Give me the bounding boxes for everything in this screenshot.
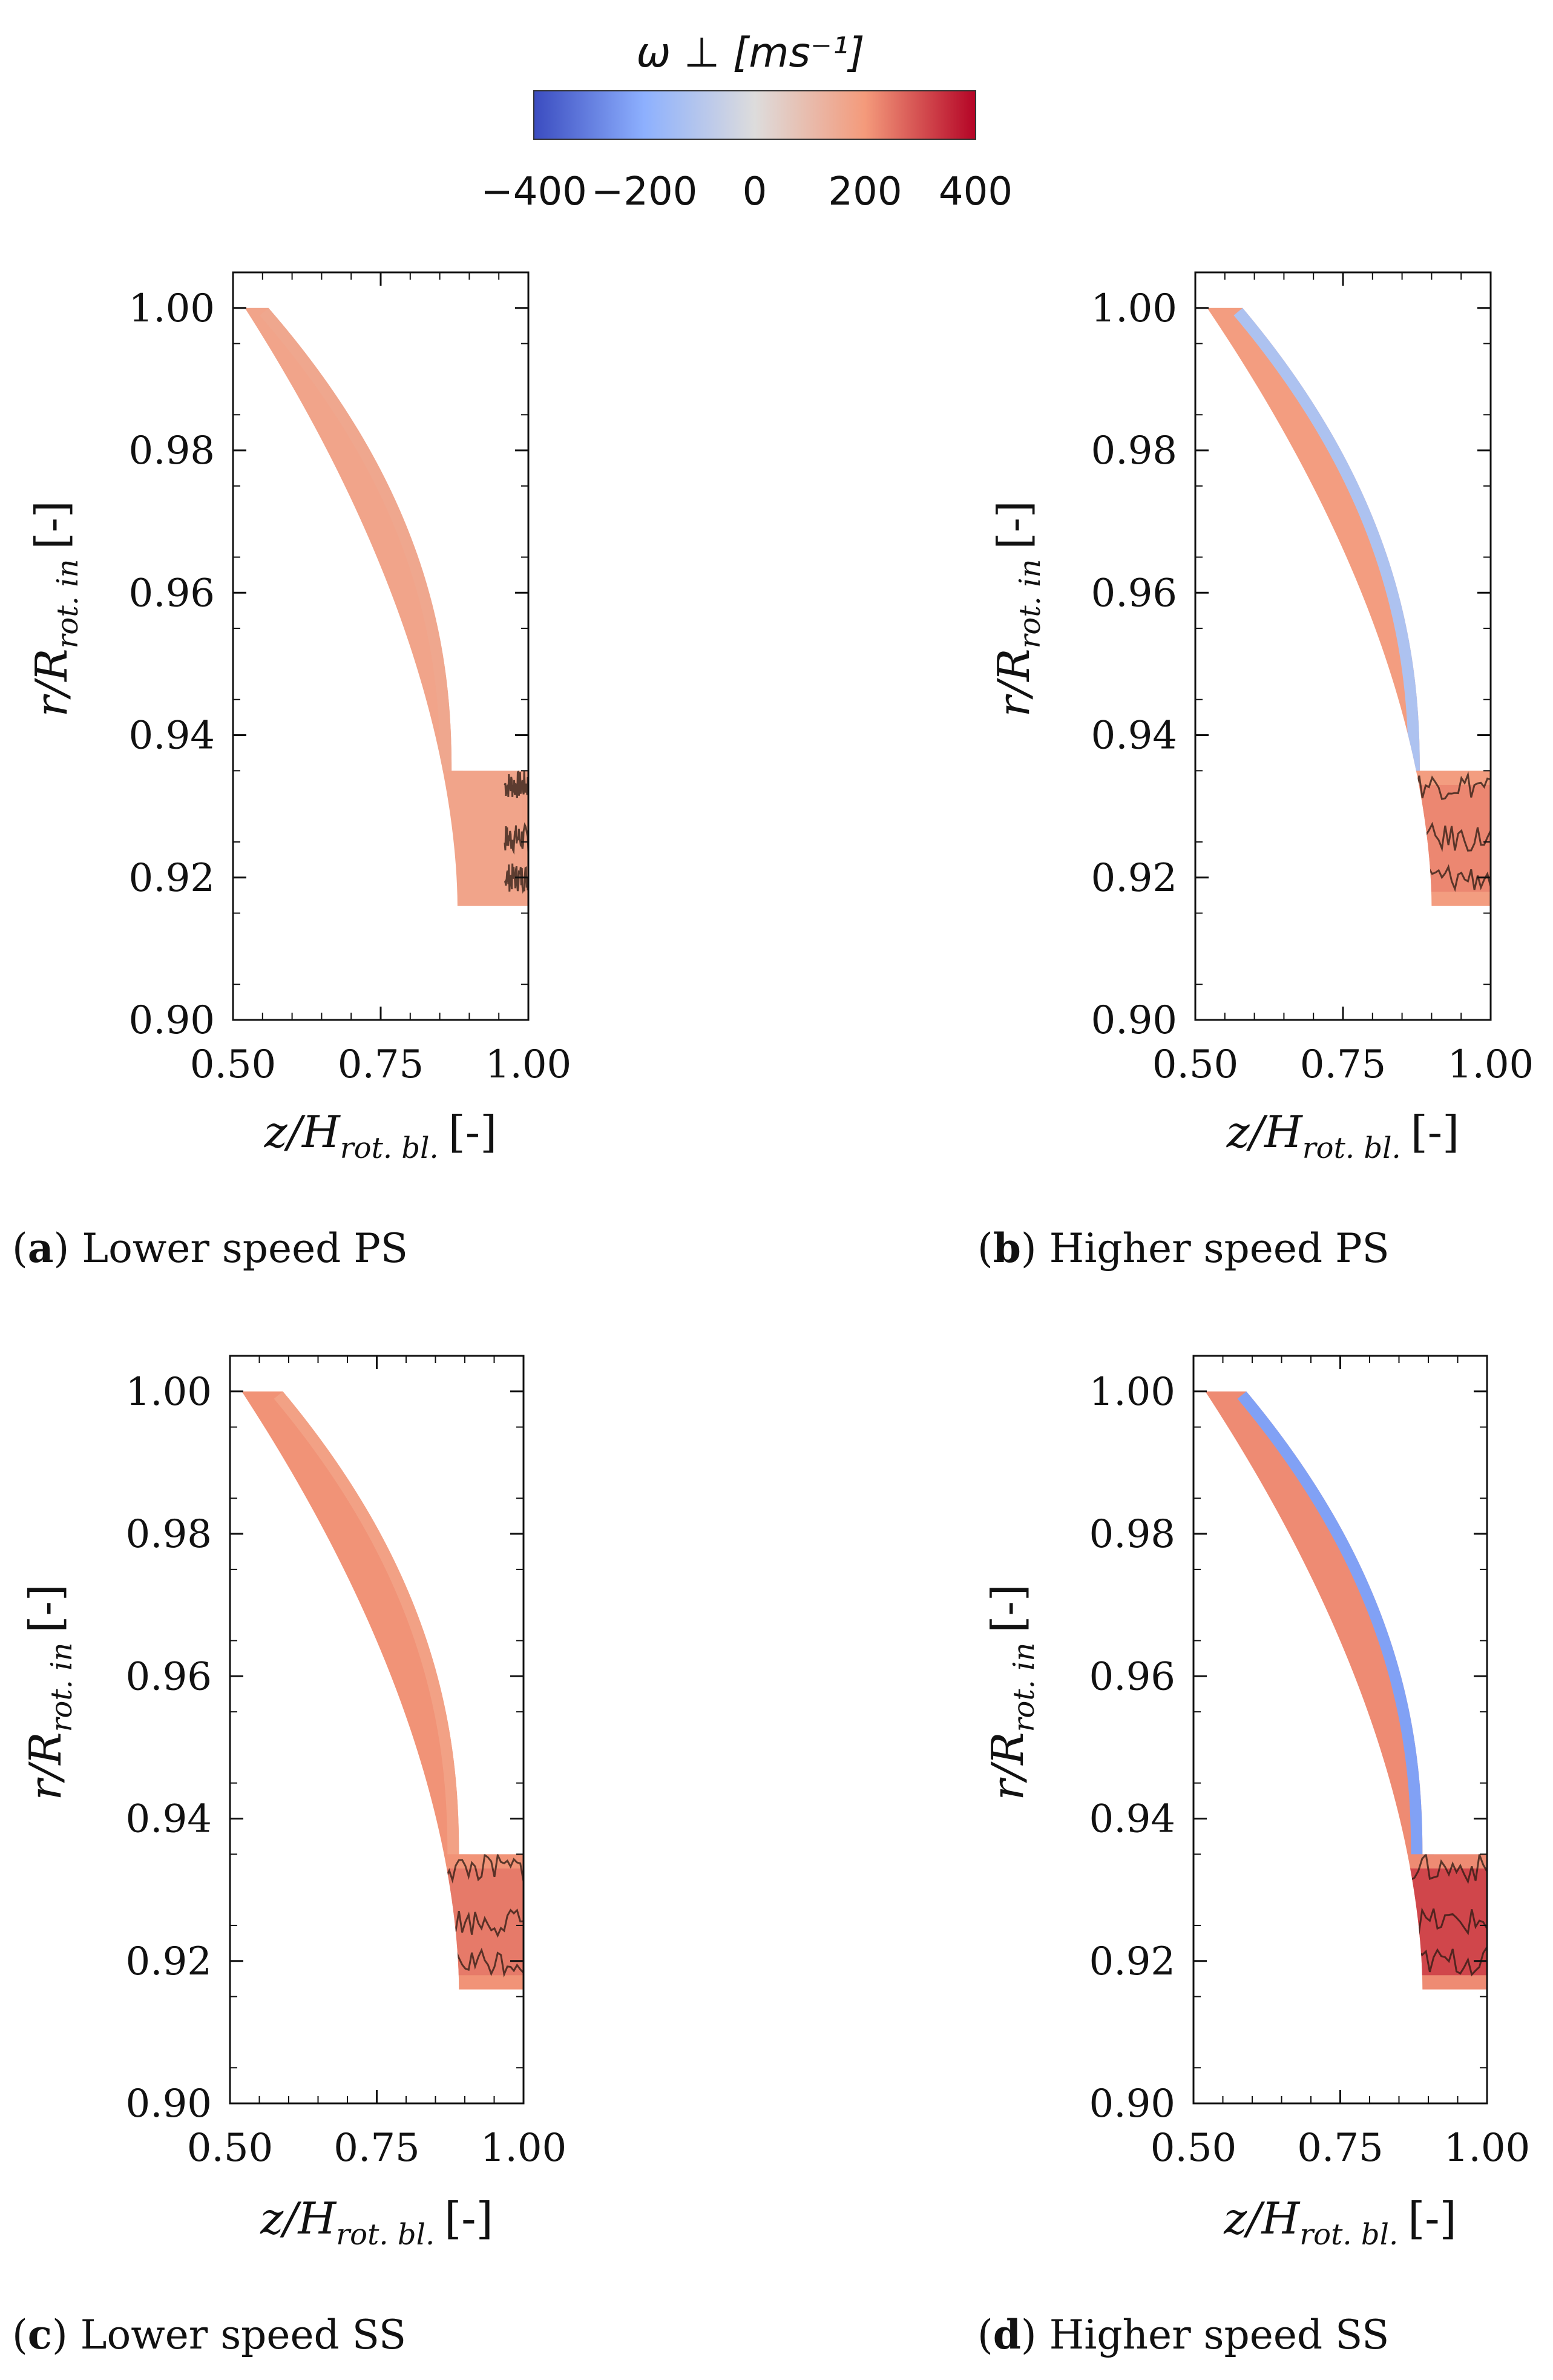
y-tick-label: 0.94 (126, 1797, 212, 1842)
x-axis-label: z/Hrot. bl. [-] (264, 1106, 497, 1165)
axes-frame (1194, 271, 1492, 1021)
vorticity-field (241, 1391, 524, 1990)
y-tick-label: 0.98 (1091, 429, 1178, 473)
y-tick-label: 0.94 (1089, 1797, 1176, 1842)
colorbar-tick-label: −400 (481, 169, 587, 214)
colorbar-tick-label: 400 (939, 169, 1013, 214)
axes-frame (232, 271, 530, 1021)
y-tick-label: 0.92 (1091, 856, 1178, 901)
panel-b: 0.90 0.92 0.94 0.96 0.98 1.00 0.50 0.75 1.00 z/Hr… (977, 271, 1534, 1272)
core-region (1378, 784, 1491, 892)
y-tick-label: 0.92 (1089, 1939, 1176, 1984)
colorbar-tick-label: 200 (828, 169, 902, 214)
colorbar-ticks: −400 −200 0 200 400 (481, 169, 1013, 214)
y-tick-label: 0.92 (129, 856, 215, 901)
y-tick-label: 0.98 (1089, 1512, 1176, 1557)
y-tick-label: 0.96 (129, 571, 215, 616)
contour-line (504, 863, 528, 894)
y-tick-label: 0.96 (126, 1654, 212, 1699)
y-tick-label: 0.90 (1089, 2082, 1176, 2126)
panel-a: 0.90 0.92 0.94 0.96 0.98 1.00 0.50 0.75 1.00 z/Hr… (12, 271, 572, 1272)
y-axis-label: r/Rrot. in[-] (26, 501, 85, 717)
x-axis-label: z/Hrot. bl. [-] (260, 2193, 493, 2252)
x-tick-label: 0.75 (1297, 2126, 1384, 2171)
y-tick-label: 0.90 (129, 998, 215, 1043)
x-tick-label: 1.00 (485, 1042, 572, 1087)
vorticity-field (1207, 307, 1491, 906)
axes-frame (229, 1355, 525, 2105)
contour-line (504, 769, 528, 798)
panel-caption: (d) Higher speed SS (977, 2311, 1389, 2358)
panel-c: 0.90 0.92 0.94 0.96 0.98 1.00 0.50 0.75 1.00 z/Hr… (12, 1355, 567, 2358)
y-tick-label: 0.92 (126, 1939, 212, 1984)
x-tick-label: 0.50 (190, 1042, 277, 1087)
panels: 0.90 0.92 0.94 0.96 0.98 1.00 0.50 0.75 1.00 z/Hr… (12, 271, 1534, 2358)
colorbar-tick-label: 0 (743, 169, 767, 214)
y-axis-label: r/Rrot. in[-] (988, 501, 1047, 717)
core-region (522, 784, 528, 892)
y-tick-label: 0.94 (1091, 714, 1178, 758)
x-tick-label: 0.75 (333, 2126, 420, 2171)
x-tick-label: 1.00 (1444, 2126, 1531, 2171)
x-tick-label: 0.50 (1152, 1042, 1239, 1087)
vorticity-field (1205, 1391, 1487, 1990)
y-tick-label: 0.94 (129, 714, 215, 758)
y-tick-label: 1.00 (129, 286, 215, 331)
y-tick-label: 0.98 (129, 429, 215, 473)
x-tick-label: 0.50 (187, 2126, 274, 2171)
panel-caption: (b) Higher speed PS (977, 1225, 1390, 1272)
y-tick-label: 0.90 (126, 2082, 212, 2126)
vorticity-field (245, 307, 528, 906)
vorticity-region (245, 307, 528, 906)
axes-frame (1192, 1355, 1488, 2105)
x-tick-label: 0.75 (1300, 1042, 1387, 1087)
panel-caption: (c) Lower speed SS (12, 2311, 406, 2358)
panel-caption: (a) Lower speed PS (12, 1225, 408, 1272)
colorbar-tick-label: −200 (591, 169, 698, 214)
y-tick-label: 0.96 (1089, 1654, 1176, 1699)
x-tick-label: 1.00 (1448, 1042, 1534, 1087)
y-tick-label: 1.00 (1089, 1370, 1176, 1415)
y-axis-label: r/Rrot. in[-] (20, 1584, 79, 1800)
x-axis-label: z/Hrot. bl. [-] (1226, 1106, 1459, 1165)
colorbar-title: ω ⊥ [ms⁻¹] (636, 29, 864, 77)
x-tick-label: 0.75 (338, 1042, 424, 1087)
y-axis-label: r/Rrot. in[-] (982, 1584, 1041, 1800)
core-region (1351, 1868, 1487, 1976)
x-tick-label: 1.00 (481, 2126, 567, 2171)
panel-d: 0.90 0.92 0.94 0.96 0.98 1.00 0.50 0.75 1.00 z/Hr… (977, 1355, 1531, 2358)
colorbar: ω ⊥ [ms⁻¹] −400 −200 0 200 400 (481, 29, 1013, 214)
y-tick-label: 0.96 (1091, 571, 1178, 616)
y-tick-label: 1.00 (1091, 286, 1178, 331)
colorbar-gradient (533, 90, 976, 140)
y-tick-label: 0.90 (1091, 998, 1178, 1043)
y-tick-label: 1.00 (126, 1370, 212, 1415)
contour-line (504, 822, 528, 855)
x-axis-label: z/Hrot. bl. [-] (1223, 2193, 1456, 2252)
y-tick-label: 0.98 (126, 1512, 212, 1557)
x-tick-label: 0.50 (1151, 2126, 1237, 2171)
